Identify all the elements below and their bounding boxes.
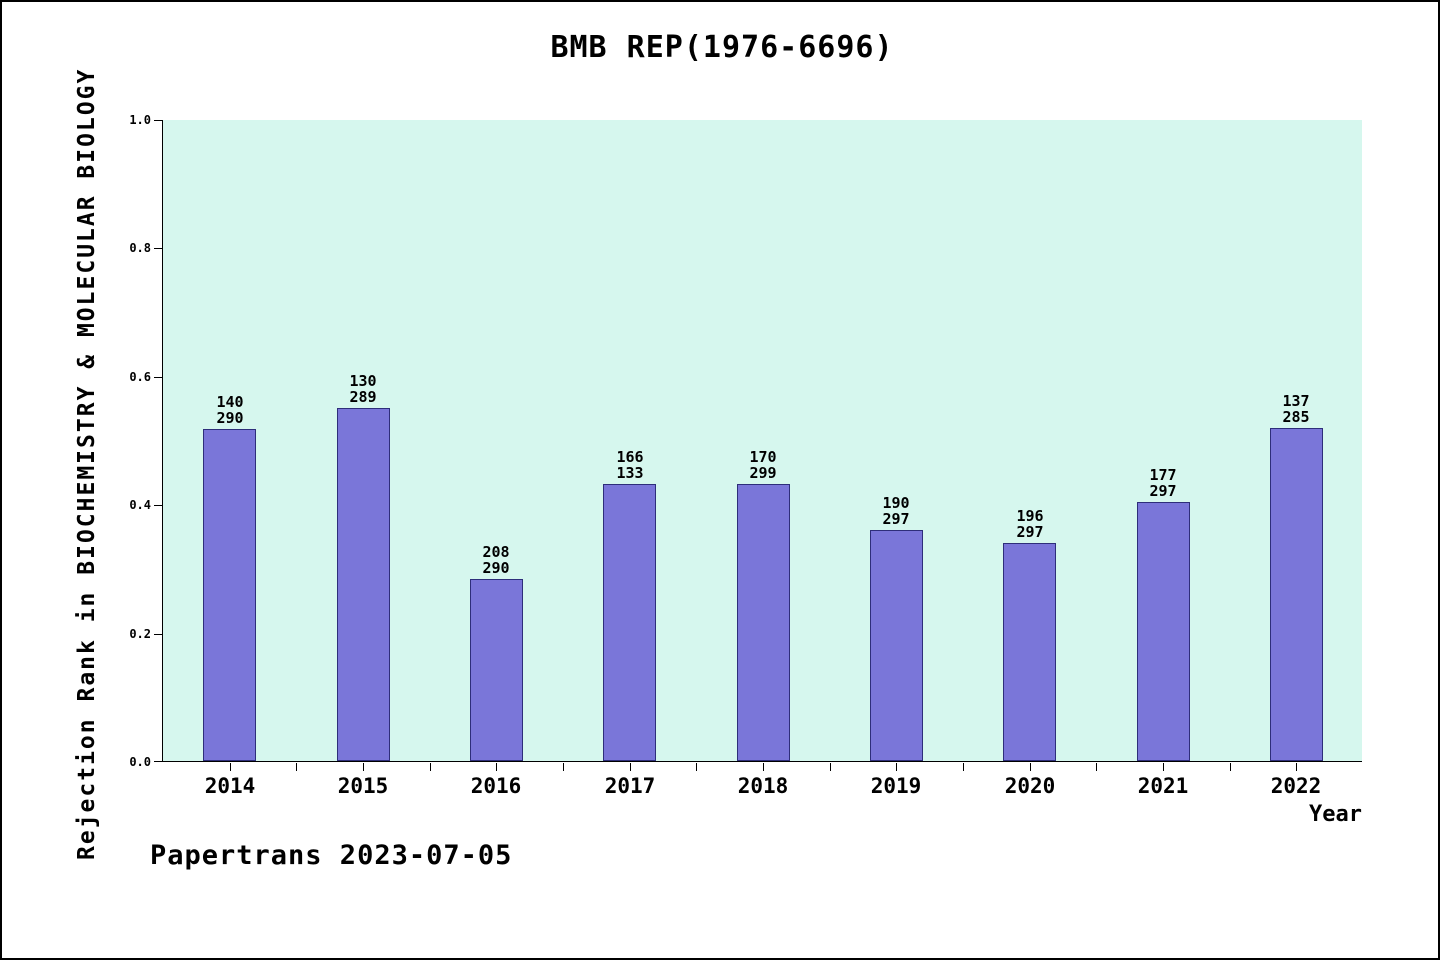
y-tick-mark — [154, 761, 162, 762]
y-axis-label: Rejection Rank in BIOCHEMISTRY & MOLECUL… — [74, 67, 100, 860]
x-minor-tick-mark — [563, 763, 564, 771]
chart-title: BMB REP(1976-6696) — [550, 30, 894, 65]
bar-2015 — [337, 408, 390, 761]
bar-2019 — [870, 530, 923, 761]
bar-2016 — [470, 579, 523, 761]
bar-2017 — [603, 484, 656, 761]
y-tick-label: 0.4 — [129, 498, 151, 512]
plot-area: 0.0 0.2 0.4 0.6 0.8 1.0 140 290 2014 130 289 2015 20… — [129, 113, 1362, 798]
x-minor-tick-mark — [830, 763, 831, 771]
bar-value-label: 196 297 — [1016, 507, 1044, 541]
x-axis-label: Year — [1309, 802, 1362, 827]
y-tick-mark — [154, 505, 162, 506]
x-tick-label: 2022 — [1270, 774, 1322, 798]
x-tick-label: 2019 — [870, 774, 922, 798]
x-tick-mark — [896, 763, 897, 771]
y-tick-label: 0.0 — [129, 755, 151, 769]
x-tick-label: 2017 — [604, 774, 656, 798]
x-tick-mark — [363, 763, 364, 771]
bar-2021 — [1137, 502, 1190, 761]
x-tick-mark — [763, 763, 764, 771]
y-tick-mark — [154, 634, 162, 635]
x-minor-tick-mark — [430, 763, 431, 771]
watermark-text: Papertrans 2023-07-05 — [150, 840, 513, 871]
x-tick-mark — [1296, 763, 1297, 771]
bar-value-label: 166 133 — [616, 448, 644, 482]
bar-value-label: 140 290 — [216, 393, 244, 427]
bar-value-label: 177 297 — [1149, 466, 1177, 500]
x-tick-mark — [630, 763, 631, 771]
x-tick-mark — [496, 763, 497, 771]
bar-2020 — [1003, 543, 1056, 761]
x-tick-label: 2015 — [337, 774, 389, 798]
x-tick-mark — [230, 763, 231, 771]
x-minor-tick-mark — [296, 763, 297, 771]
y-tick-label: 0.2 — [129, 627, 151, 641]
x-tick-label: 2021 — [1137, 774, 1189, 798]
bar-value-label: 137 285 — [1282, 392, 1310, 426]
x-tick-mark — [1163, 763, 1164, 771]
bar-value-label: 170 299 — [749, 448, 777, 482]
bar-2022 — [1270, 428, 1323, 761]
y-tick-mark — [154, 377, 162, 378]
x-minor-tick-mark — [1096, 763, 1097, 771]
bar-value-label: 208 290 — [482, 543, 510, 577]
y-tick-label: 0.6 — [129, 370, 151, 384]
bar-value-label: 130 289 — [349, 372, 377, 406]
bar-2018 — [737, 484, 790, 761]
bar-value-label: 190 297 — [882, 494, 910, 528]
x-minor-tick-mark — [696, 763, 697, 771]
x-minor-tick-mark — [963, 763, 964, 771]
bar-2014 — [203, 429, 256, 761]
x-tick-mark — [1030, 763, 1031, 771]
x-tick-label: 2016 — [470, 774, 522, 798]
y-tick-label: 0.8 — [129, 241, 151, 255]
x-tick-label: 2014 — [204, 774, 256, 798]
x-tick-label: 2018 — [737, 774, 789, 798]
y-tick-mark — [154, 248, 162, 249]
y-tick-mark — [154, 120, 162, 121]
y-tick-label: 1.0 — [129, 113, 151, 127]
x-tick-label: 2020 — [1004, 774, 1056, 798]
x-minor-tick-mark — [1230, 763, 1231, 771]
